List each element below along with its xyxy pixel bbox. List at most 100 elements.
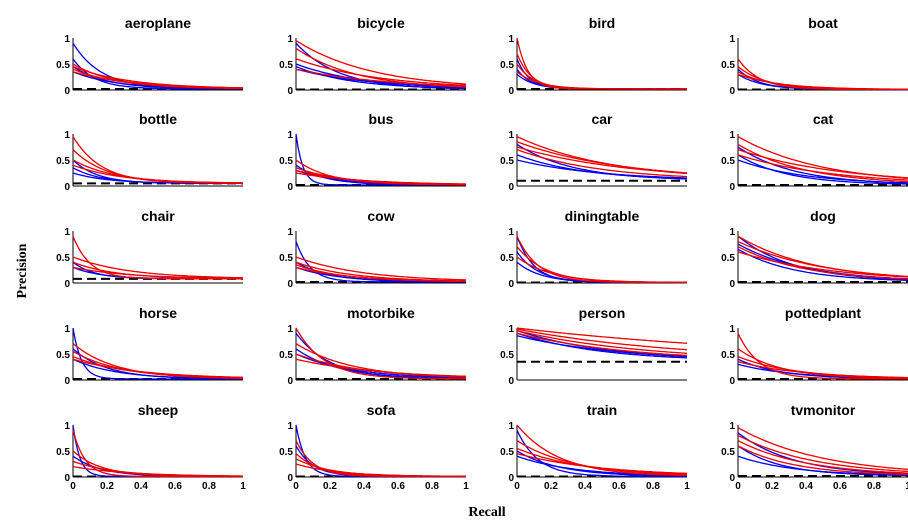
pr-curve-red-4 (516, 148, 688, 178)
y-tick-label: 0 (287, 473, 293, 484)
y-tick-label: 1 (729, 421, 735, 432)
pr-curve-red-2 (516, 328, 688, 351)
pr-curve-blue-3 (516, 73, 687, 90)
panel-sofa: sofa 0 0.5 1 0 0.2 0.4 0.6 0.8 1 (279, 402, 469, 492)
y-tick-label: 1 (64, 324, 70, 335)
pr-curve-blue-3 (295, 353, 466, 379)
x-tick-label: 0.6 (168, 481, 182, 492)
y-tick-label: 0.5 (279, 60, 293, 71)
pr-curve-red-4 (295, 358, 467, 377)
x-tick-label: 0.2 (765, 481, 779, 492)
pr-curve-red-3 (737, 440, 908, 474)
pr-curve-blue-2 (516, 251, 687, 284)
pr-curve-red-1 (72, 136, 243, 184)
pr-curve-red-2 (72, 450, 243, 478)
y-tick-label: 1 (729, 227, 735, 238)
y-tick-label: 1 (64, 421, 70, 432)
y-tick-label: 0.5 (56, 156, 70, 167)
pr-curve-blue-2 (295, 445, 466, 478)
pr-curve-blue-4 (295, 68, 466, 88)
panel-title: bicycle (357, 15, 405, 31)
pr-curve-blue-3 (737, 455, 908, 476)
pr-curve-red-3 (516, 329, 688, 354)
panel-title: bottle (139, 111, 177, 127)
panel-boat: boat 0 0.5 1 (721, 15, 908, 97)
panel-title: train (587, 402, 617, 418)
pr-curve-red-4 (737, 251, 908, 278)
pr-curve-red-4 (737, 73, 908, 90)
y-tick-label: 0 (64, 376, 70, 387)
panel-title: tvmonitor (791, 402, 856, 418)
pr-curve-red-1 (72, 235, 243, 280)
panel-title: horse (139, 305, 177, 321)
x-tick-label: 1 (240, 481, 246, 492)
pr-curve-red-3 (516, 447, 688, 475)
pr-curve-red-3 (737, 246, 908, 280)
pr-curve-red-3 (72, 63, 243, 90)
y-tick-label: 0.5 (721, 60, 735, 71)
panel-diningtable: diningtable 0 0.5 1 (500, 208, 687, 290)
panel-horse: horse 0 0.5 1 (56, 305, 244, 387)
y-tick-label: 0 (287, 86, 293, 97)
y-tick-label: 0 (508, 182, 514, 193)
y-tick-label: 0.5 (56, 447, 70, 458)
y-tick-label: 1 (508, 421, 514, 432)
y-tick-label: 0 (64, 473, 70, 484)
panel-person: person 0 0.5 1 (500, 305, 688, 387)
x-tick-label: 0.6 (833, 481, 847, 492)
y-axis-label: Precision (15, 243, 30, 298)
x-tick-label: 0 (70, 481, 76, 492)
pr-curve-red-4 (737, 154, 908, 181)
panel-title: diningtable (565, 208, 640, 224)
y-tick-label: 0.5 (500, 253, 514, 264)
y-tick-label: 0 (287, 376, 293, 387)
y-tick-label: 0.5 (56, 350, 70, 361)
y-tick-label: 0 (508, 376, 514, 387)
pr-curve-red-1 (295, 327, 466, 380)
y-tick-label: 0.5 (56, 253, 70, 264)
y-tick-label: 0.5 (500, 60, 514, 71)
panel-sheep: sheep 0 0.5 1 0 0.2 0.4 0.6 0.8 1 (56, 402, 246, 492)
y-tick-label: 1 (508, 324, 514, 335)
pr-curve-red-1 (295, 256, 467, 281)
y-tick-label: 1 (287, 324, 293, 335)
panel-train: train 0 0.5 1 0 0.2 0.4 0.6 0.8 1 (500, 402, 690, 492)
pr-curve-red-4 (72, 71, 243, 89)
panel-title: dog (810, 208, 836, 224)
x-axis-label: Recall (468, 505, 505, 520)
panel-title: cow (367, 208, 394, 224)
panel-bottle: bottle 0 0.5 1 (56, 111, 244, 193)
pr-curve-red-4 (516, 71, 687, 90)
x-tick-label: 0 (293, 481, 299, 492)
pr-curve-red-2 (737, 434, 908, 473)
pr-curve-blue-1 (295, 241, 466, 283)
panel-title: sofa (367, 402, 396, 418)
y-tick-label: 0 (287, 279, 293, 290)
y-tick-label: 1 (729, 130, 735, 141)
panel-chair: chair 0 0.5 1 (56, 208, 244, 290)
panel-bicycle: bicycle 0 0.5 1 (279, 15, 467, 97)
pr-curve-red-1 (516, 37, 687, 90)
y-tick-label: 1 (287, 130, 293, 141)
pr-curve-red-3 (516, 256, 687, 283)
x-tick-label: 1 (684, 481, 690, 492)
y-tick-label: 0 (287, 182, 293, 193)
x-tick-label: 0.4 (134, 481, 148, 492)
pr-curve-red-4 (295, 68, 466, 87)
pr-curve-red-4 (295, 266, 466, 282)
y-tick-label: 0 (508, 86, 514, 97)
y-tick-label: 0 (64, 182, 70, 193)
y-tick-label: 1 (729, 34, 735, 45)
panel-title: chair (141, 208, 175, 224)
pr-curve-red-3 (295, 458, 466, 478)
pr-curve-red-3 (295, 58, 467, 86)
pr-curve-red-2 (737, 66, 908, 91)
x-tick-label: 1 (463, 481, 469, 492)
panel-dog: dog 0 0.5 1 (721, 208, 908, 290)
y-tick-label: 1 (64, 130, 70, 141)
pr-curve-red-1 (516, 327, 688, 344)
pr-curve-blue-3 (516, 335, 688, 358)
panel-grid: aeroplane 0 0.5 1 bicycle 0 0.5 1 bird 0 0.5 1 boat 0… (56, 15, 908, 492)
y-tick-label: 1 (287, 227, 293, 238)
